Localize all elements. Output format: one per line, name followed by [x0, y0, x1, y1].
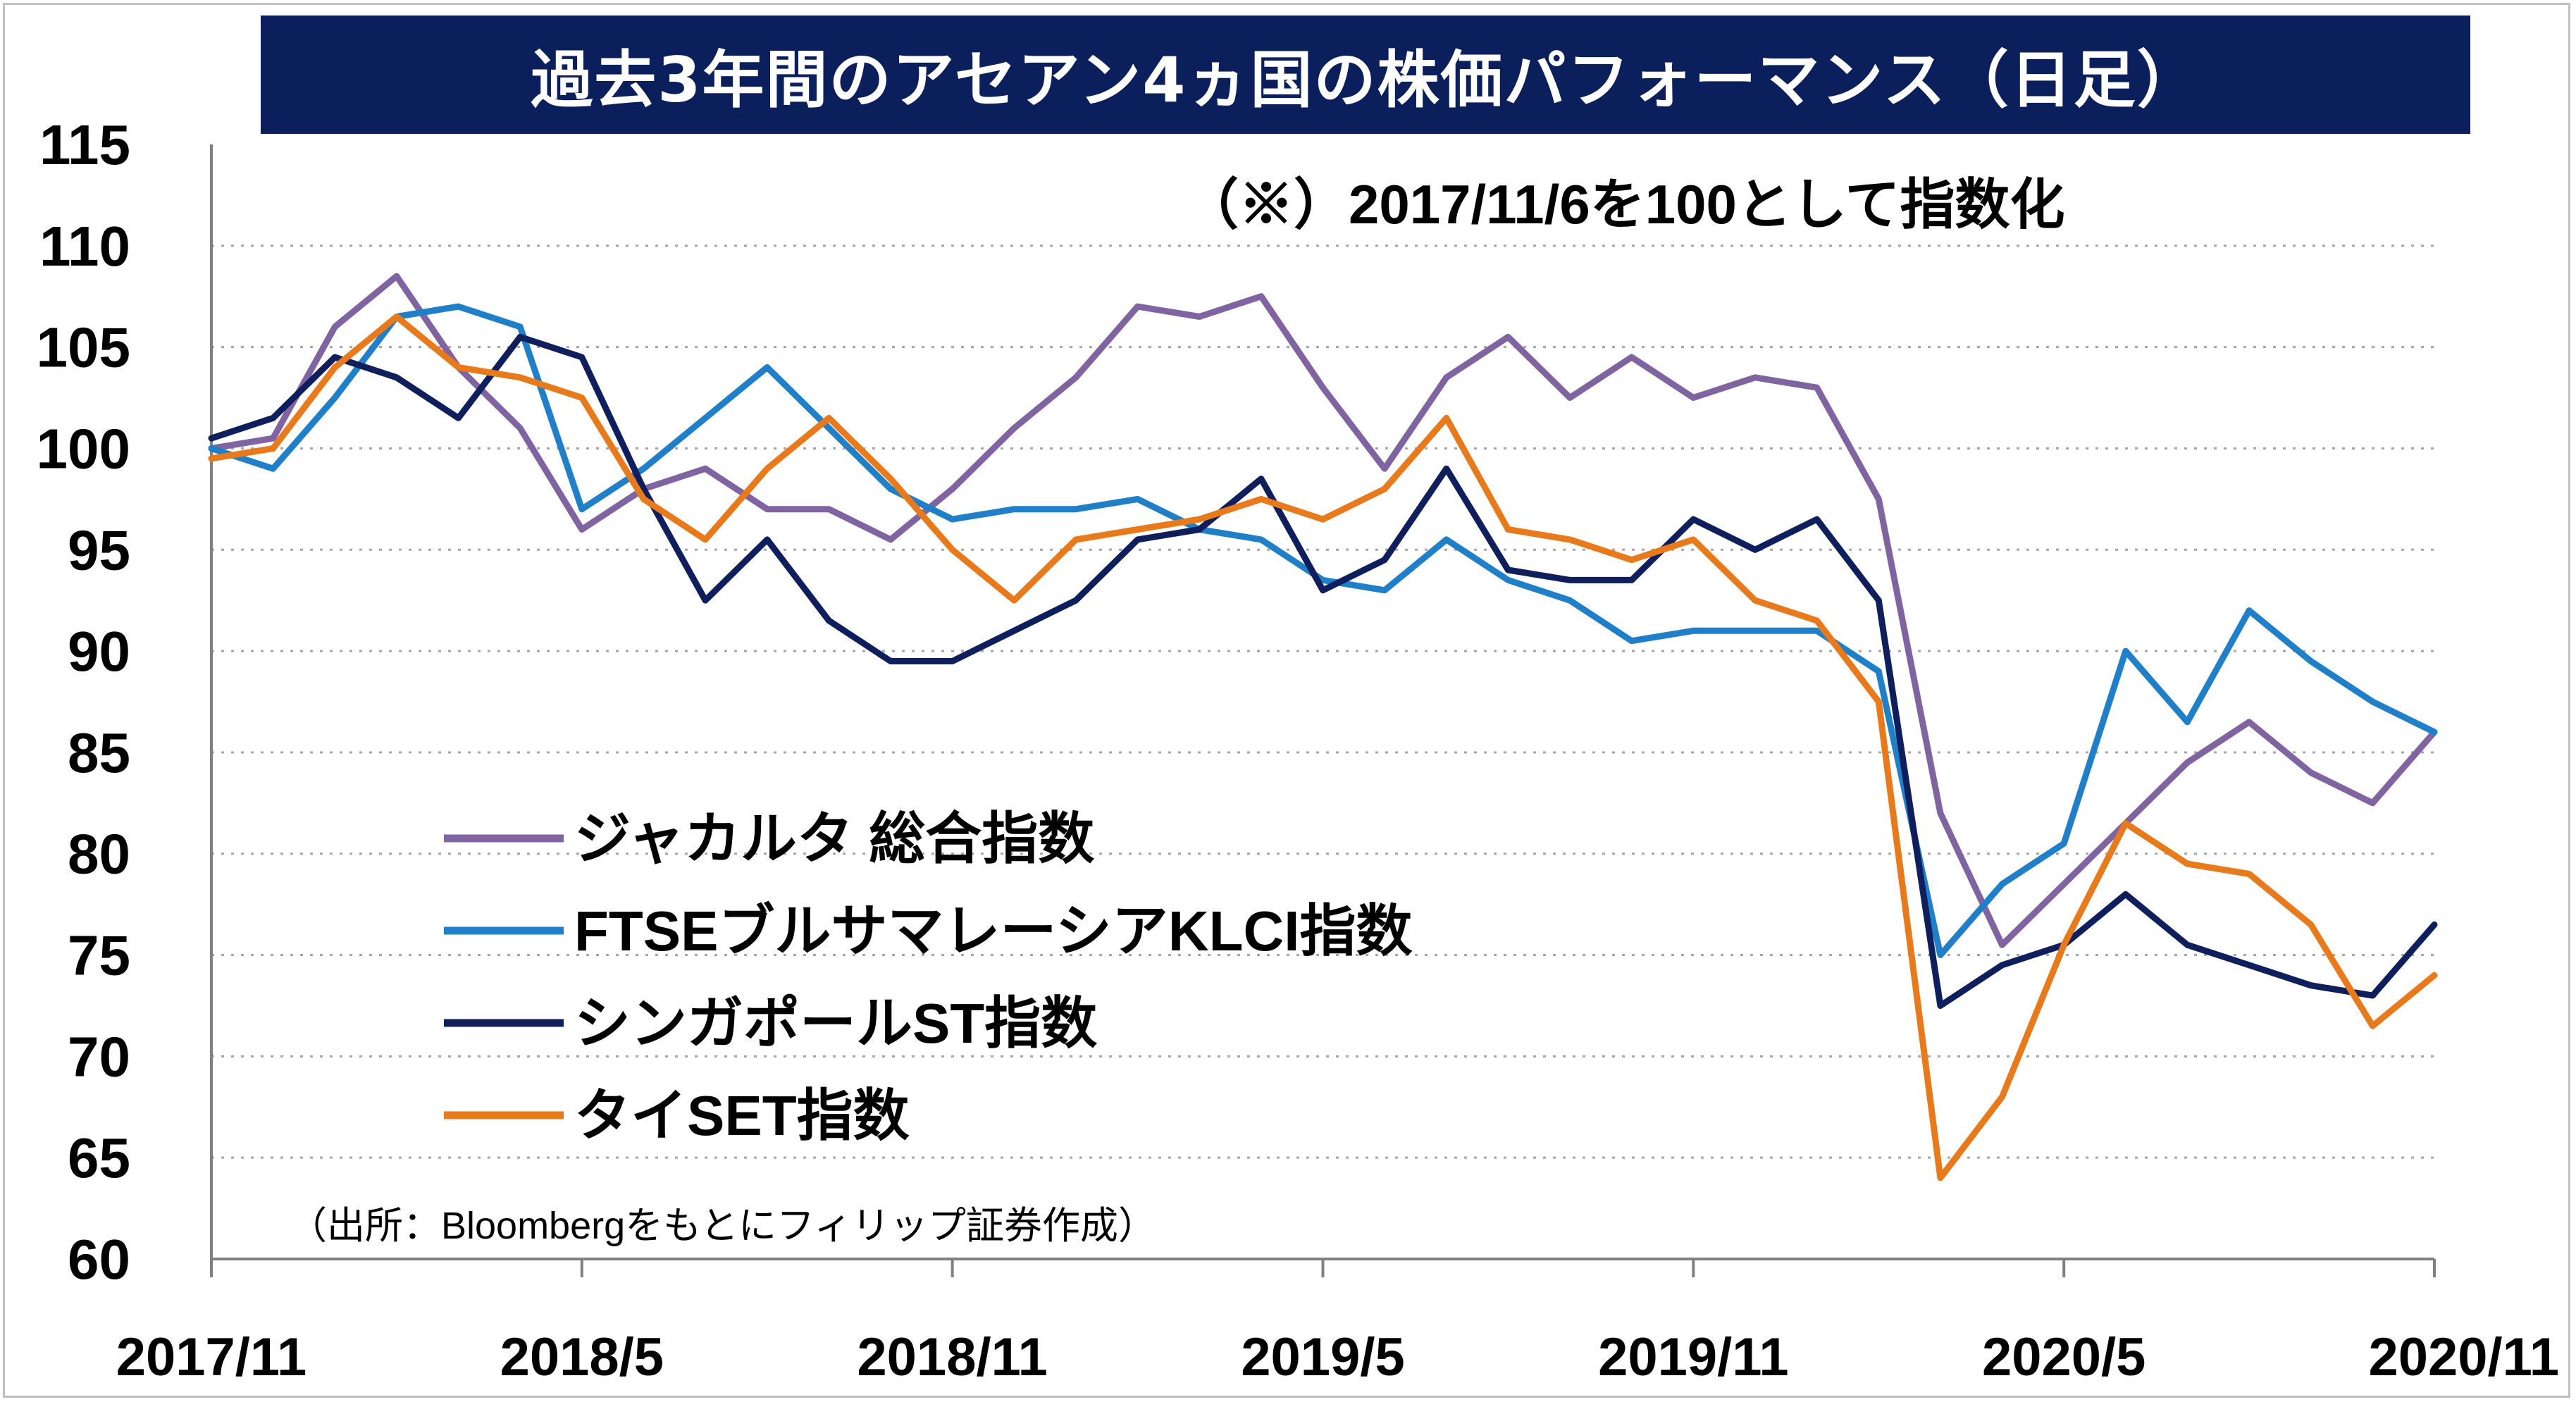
chart-title: 過去3年間のアセアン4ヵ国の株価パフォーマンス（日足） [531, 43, 2200, 116]
y-tick-label: 80 [68, 823, 130, 886]
x-tick-label: 2020/11 [2368, 1327, 2559, 1387]
chart-subtitle: （※）2017/11/6を100として指数化 [1184, 173, 2065, 235]
y-tick-label: 110 [39, 215, 130, 278]
y-tick-label: 115 [39, 113, 130, 176]
series-line-2 [208, 303, 2438, 958]
y-tick-label: 65 [68, 1127, 130, 1189]
y-tick-label: 95 [68, 519, 130, 581]
x-tick-label: 2018/11 [857, 1327, 1048, 1387]
legend: ジャカルタ 総合指数 FTSEブルサマレーシアKLCI指数シンガポールST指数タイ… [444, 807, 1413, 1147]
y-tick-label: 60 [68, 1228, 130, 1291]
y-tick-label: 70 [68, 1025, 130, 1088]
y-tick-label: 90 [68, 620, 130, 683]
legend-label: シンガポールST指数 [574, 992, 1097, 1055]
x-tick-label: 2020/5 [1982, 1327, 2145, 1387]
x-tick-label: 2018/5 [500, 1327, 664, 1387]
legend-label: タイSET指数 [574, 1084, 910, 1147]
y-tick-label: 75 [68, 924, 130, 987]
legend-label: FTSEブルサマレーシアKLCI指数 [574, 900, 1413, 962]
x-tick-label: 2019/5 [1241, 1327, 1404, 1387]
y-tick-label: 100 [37, 417, 130, 480]
y-tick-label: 85 [68, 721, 130, 784]
y-tick-label: 105 [37, 316, 130, 379]
chart-title-banner: 過去3年間のアセアン4ヵ国の株価パフォーマンス（日足） [261, 15, 2470, 134]
source-note: （出所：Bloombergをもとにフィリップ証券作成） [289, 1205, 1156, 1247]
chart-frame [3, 3, 2570, 1398]
x-tick-labels: 2017/11 2018/5 2018/11 2019/5 2019/11 2020/5 2… [116, 1327, 2559, 1387]
series-lines [208, 273, 2438, 1181]
axes [210, 144, 2436, 1277]
series-line-1 [208, 273, 2438, 948]
x-tick-label: 2019/11 [1598, 1327, 1789, 1387]
series-line-4 [208, 314, 2438, 1181]
y-tick-labels: 115 110 105 100 95 90 85 80 75 70 65 60 [37, 113, 130, 1291]
legend-label: ジャカルタ 総合指数 [574, 807, 1094, 870]
x-tick-label: 2017/11 [116, 1327, 307, 1387]
